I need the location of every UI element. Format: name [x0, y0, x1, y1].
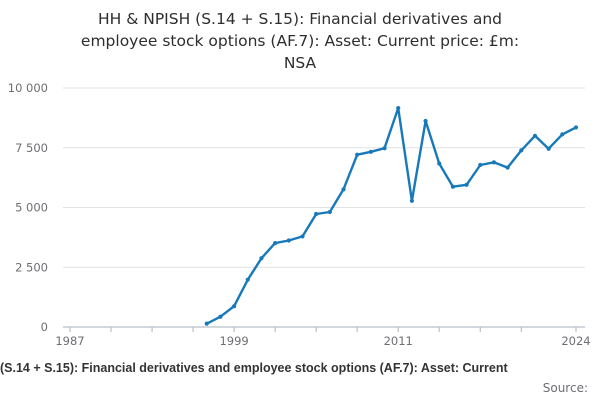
- data-point: [355, 152, 360, 157]
- data-point: [519, 148, 524, 153]
- data-point: [423, 118, 428, 124]
- data-point: [573, 125, 579, 130]
- data-point: [409, 198, 414, 203]
- x-tick-label: 2024: [561, 334, 590, 348]
- chart-title-line-2: employee stock options (AF.7): Asset: Cu…: [80, 32, 520, 50]
- y-tick-label: 10 000: [8, 81, 48, 95]
- data-point: [286, 238, 291, 243]
- data-point: [273, 241, 278, 246]
- data-line: [205, 106, 578, 325]
- y-tick-label: 5 000: [15, 201, 48, 215]
- data-point: [341, 187, 346, 192]
- data-point: [204, 321, 209, 326]
- data-point: [450, 184, 456, 189]
- data-point: [464, 182, 469, 187]
- data-point: [232, 304, 237, 309]
- y-tick-label: 7 500: [15, 141, 48, 155]
- data-point: [560, 132, 565, 137]
- data-point: [491, 160, 497, 165]
- data-point: [259, 256, 264, 261]
- data-point: [245, 277, 250, 282]
- source-label: Source:: [542, 381, 588, 395]
- data-point: [314, 211, 319, 217]
- data-point: [437, 161, 442, 166]
- footer-caption: (S.14 + S.15): Financial derivatives and…: [0, 361, 508, 375]
- data-point: [300, 234, 305, 239]
- x-tick-label: 2011: [384, 334, 413, 348]
- data-point: [505, 165, 510, 170]
- y-tick-label: 2 500: [15, 260, 48, 274]
- data-point: [396, 105, 401, 111]
- chart-title: HH & NPISH (S.14 + S.15): Financial deri…: [0, 8, 600, 74]
- data-point: [382, 146, 387, 151]
- x-tick-label: 1987: [55, 334, 84, 348]
- data-point: [218, 314, 223, 319]
- line-chart: 0 2 500 5 000 7 500 10 000 1987 1999 2011 2024: [8, 81, 591, 348]
- x-tick-label: 1999: [219, 334, 248, 348]
- data-point: [546, 146, 551, 151]
- chart-title-line-3: NSA: [283, 54, 317, 72]
- chart-title-line-1: HH & NPISH (S.14 + S.15): Financial deri…: [97, 10, 503, 28]
- data-point: [327, 209, 332, 215]
- data-point: [368, 149, 373, 154]
- y-tick-label: 0: [41, 320, 48, 334]
- data-point: [532, 133, 538, 138]
- data-point: [478, 162, 483, 168]
